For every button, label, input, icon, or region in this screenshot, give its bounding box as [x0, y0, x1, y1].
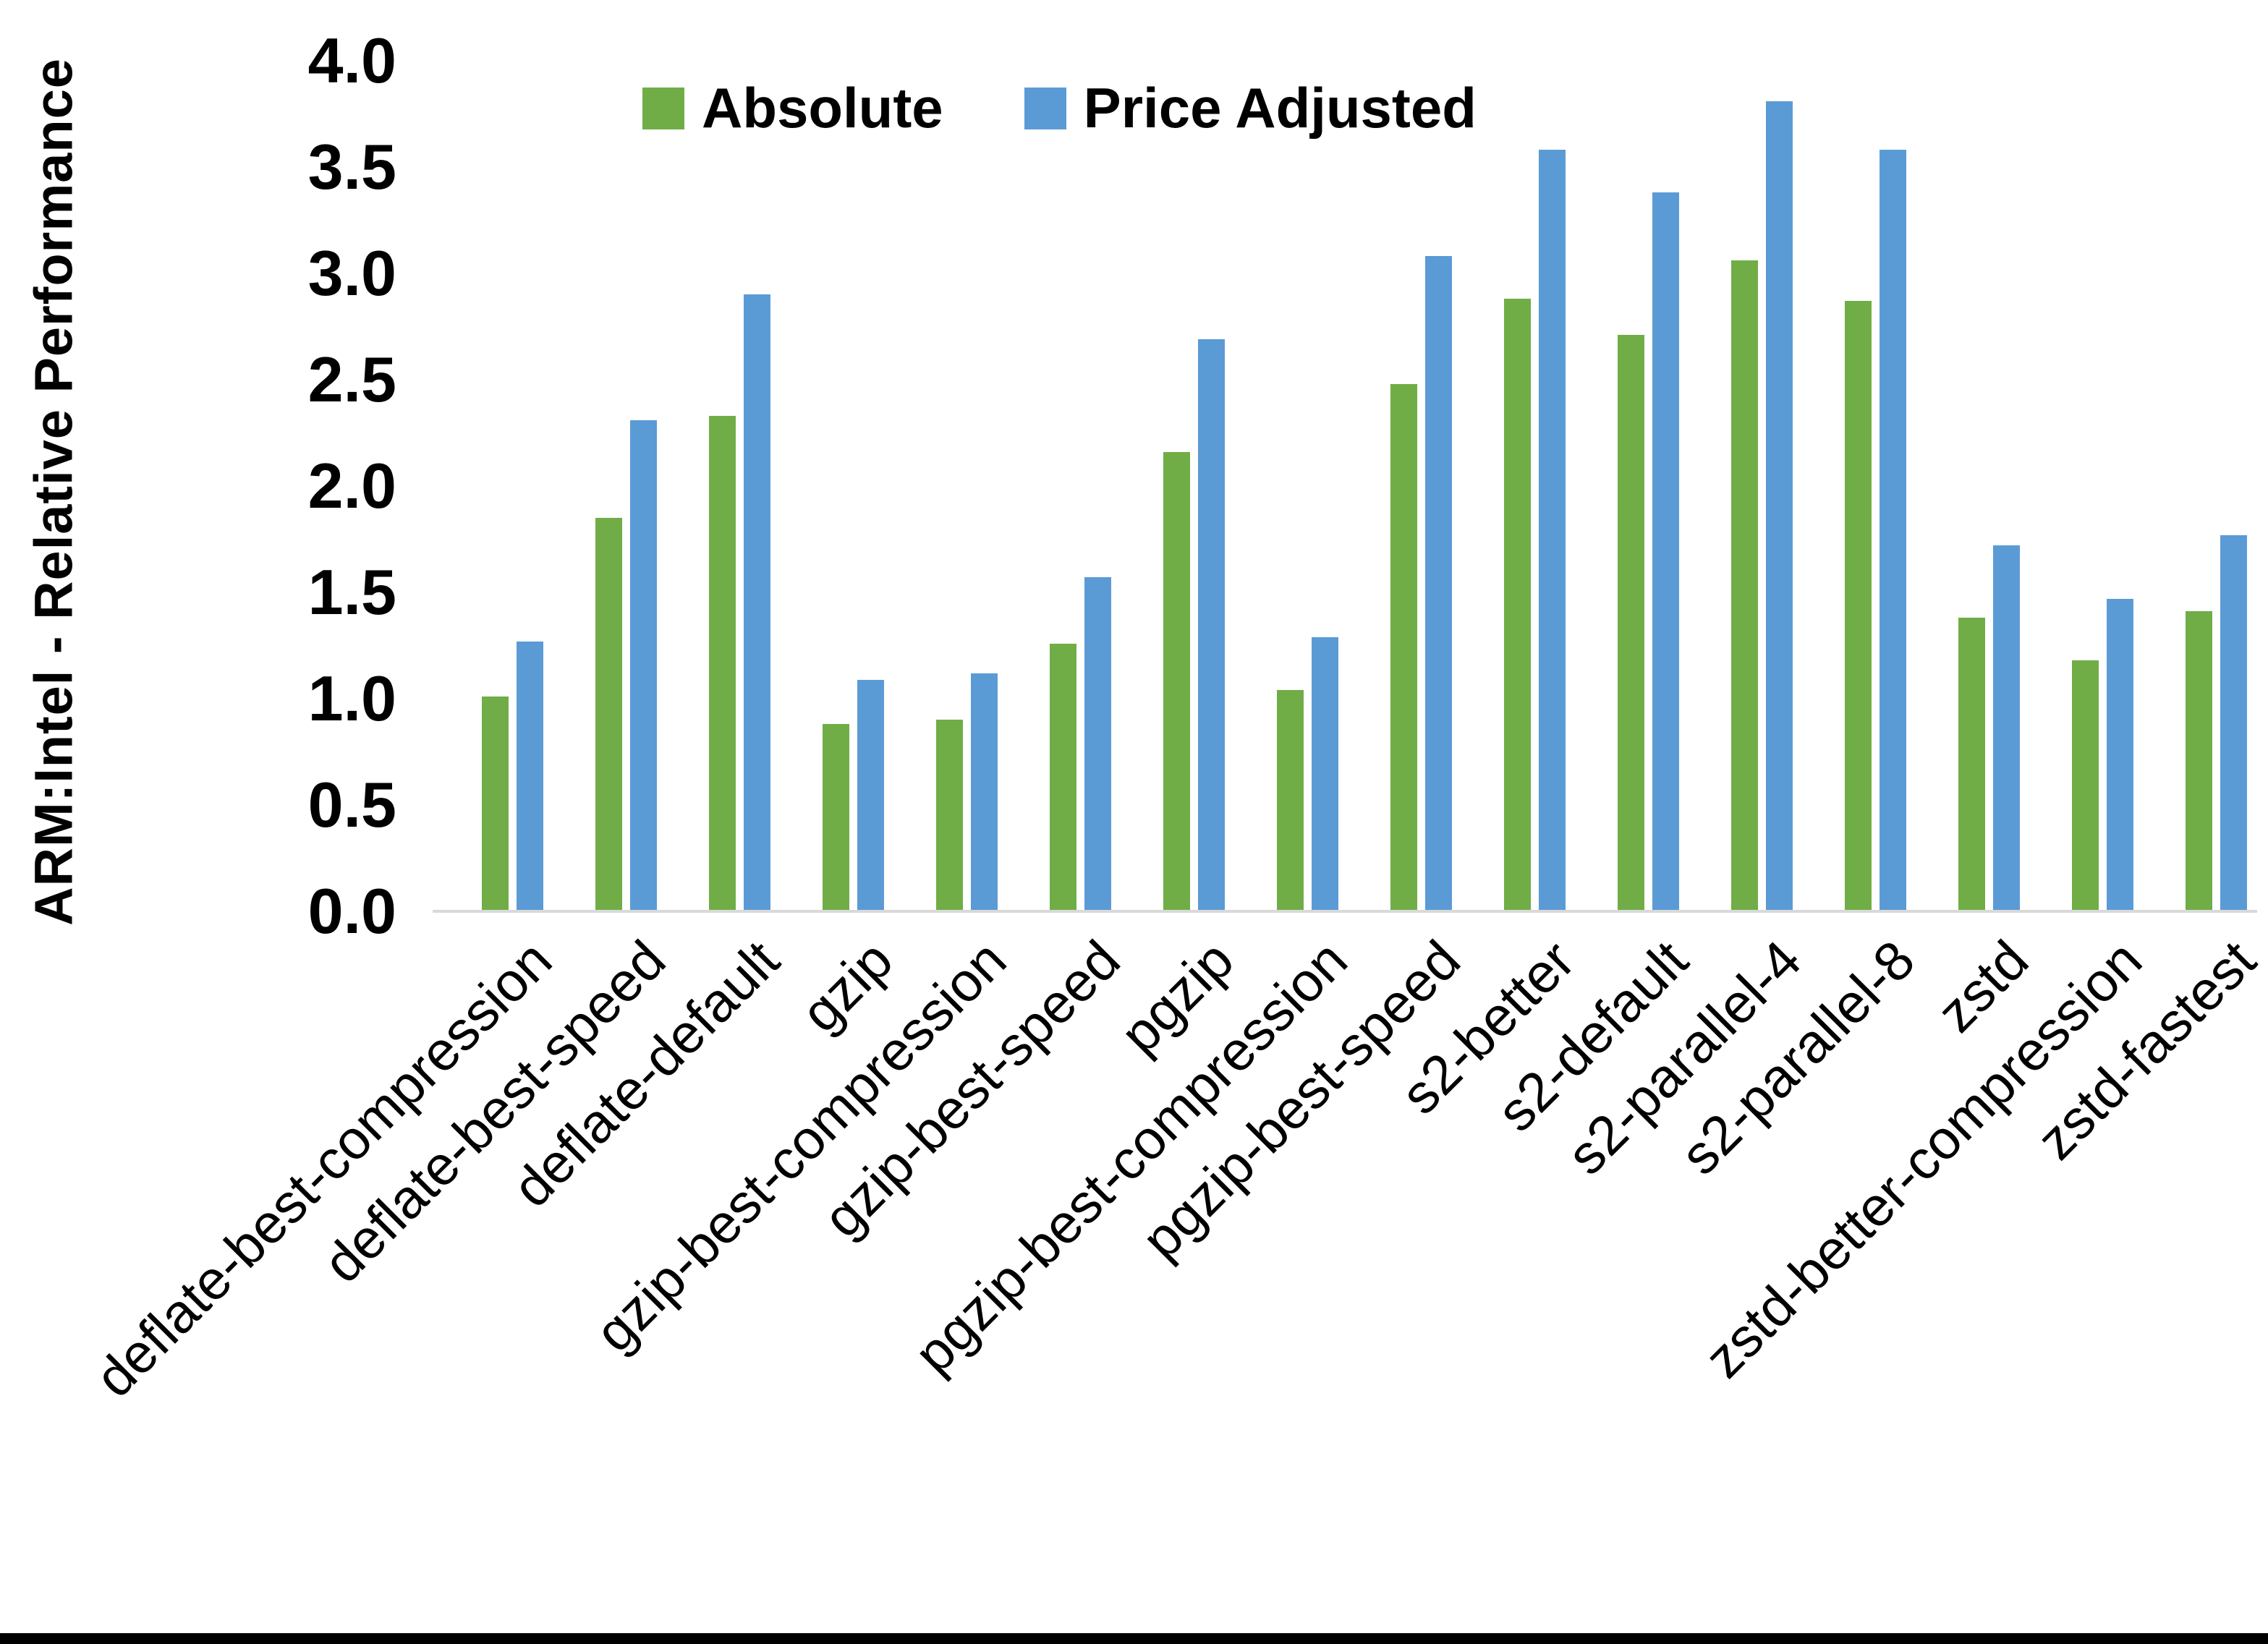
legend-swatch-icon — [642, 87, 684, 129]
bar-absolute-s2-better — [1504, 299, 1531, 911]
category-slot-s2-better — [1478, 61, 1592, 911]
legend: Absolute Price Adjusted — [642, 75, 1477, 141]
category-slot-s2-default — [1592, 61, 1705, 911]
category-slot-gzip — [797, 61, 910, 911]
bar-price-adjusted-gzip — [857, 680, 884, 911]
bar-price-adjusted-s2-parallel-8 — [1880, 150, 1906, 911]
bar-absolute-deflate-default — [709, 416, 736, 911]
x-label-deflate-best-compression: deflate-best-compression — [83, 929, 564, 1410]
category-slot-deflate-best-compression — [456, 61, 569, 911]
category-slot-s2-parallel-8 — [1819, 61, 1932, 911]
category-slot-pgzip — [1137, 61, 1251, 911]
y-tick-label-1.0: 1.0 — [307, 663, 396, 734]
category-slot-zstd — [1932, 61, 2046, 911]
y-tick-label-0.5: 0.5 — [307, 769, 396, 840]
y-tick-label-1.5: 1.5 — [307, 556, 396, 628]
bar-absolute-zstd-better-compression — [2072, 660, 2099, 911]
bar-absolute-gzip-best-speed — [1050, 644, 1076, 911]
category-slot-gzip-best-speed — [1024, 61, 1137, 911]
bar-price-adjusted-zstd-better-compression — [2107, 599, 2133, 911]
y-tick-label-3.5: 3.5 — [307, 131, 396, 203]
category-slot-gzip-best-compression — [910, 61, 1024, 911]
bar-absolute-pgzip-best-compression — [1277, 690, 1304, 911]
category-slot-deflate-best-speed — [569, 61, 683, 911]
bar-price-adjusted-pgzip-best-speed — [1425, 256, 1452, 911]
category-slot-zstd-better-compression — [2046, 61, 2159, 911]
x-axis-line — [433, 910, 2257, 913]
bar-absolute-zstd — [1958, 618, 1985, 911]
bar-price-adjusted-gzip-best-compression — [971, 673, 998, 911]
bar-absolute-deflate-best-compression — [482, 697, 509, 911]
legend-item-absolute: Absolute — [642, 75, 943, 141]
bar-absolute-gzip-best-compression — [936, 720, 963, 911]
bar-price-adjusted-zstd-fastest — [2220, 535, 2247, 911]
category-slot-pgzip-best-speed — [1364, 61, 1478, 911]
bar-price-adjusted-gzip-best-speed — [1084, 577, 1111, 911]
plot-area — [456, 61, 2268, 911]
bar-price-adjusted-s2-parallel-4 — [1766, 101, 1793, 911]
bar-price-adjusted-deflate-best-speed — [630, 420, 657, 911]
category-slot-zstd-fastest — [2159, 61, 2268, 911]
legend-item-price-adjusted: Price Adjusted — [1024, 75, 1477, 141]
bar-price-adjusted-pgzip — [1198, 339, 1225, 911]
bar-price-adjusted-deflate-default — [744, 294, 770, 911]
bar-absolute-pgzip — [1163, 452, 1190, 911]
y-tick-label-3.0: 3.0 — [307, 237, 396, 309]
legend-label: Absolute — [702, 76, 943, 140]
bottom-border — [0, 1633, 2268, 1644]
y-axis-title: ARM:Intel - Relative Performance — [23, 58, 84, 926]
bar-absolute-s2-parallel-8 — [1845, 301, 1872, 911]
y-tick-label-0.0: 0.0 — [307, 875, 396, 947]
bar-price-adjusted-zstd — [1993, 545, 2020, 911]
bar-absolute-s2-default — [1618, 335, 1644, 911]
category-slot-deflate-default — [683, 61, 797, 911]
y-tick-label-2.5: 2.5 — [307, 344, 396, 415]
legend-label: Price Adjusted — [1083, 76, 1477, 140]
bar-absolute-deflate-best-speed — [595, 518, 622, 911]
bar-price-adjusted-s2-better — [1539, 150, 1566, 911]
bar-absolute-zstd-fastest — [2186, 611, 2212, 911]
bar-absolute-pgzip-best-speed — [1390, 384, 1417, 911]
y-tick-label-2.0: 2.0 — [307, 450, 396, 521]
y-tick-label-4.0: 4.0 — [307, 25, 396, 96]
category-slot-s2-parallel-4 — [1705, 61, 1819, 911]
category-slot-pgzip-best-compression — [1251, 61, 1364, 911]
legend-swatch-icon — [1024, 87, 1066, 129]
bar-price-adjusted-s2-default — [1652, 192, 1679, 911]
bar-absolute-gzip — [823, 724, 849, 911]
bar-price-adjusted-pgzip-best-compression — [1312, 637, 1338, 911]
bar-price-adjusted-deflate-best-compression — [517, 642, 543, 911]
bar-absolute-s2-parallel-4 — [1731, 260, 1758, 911]
